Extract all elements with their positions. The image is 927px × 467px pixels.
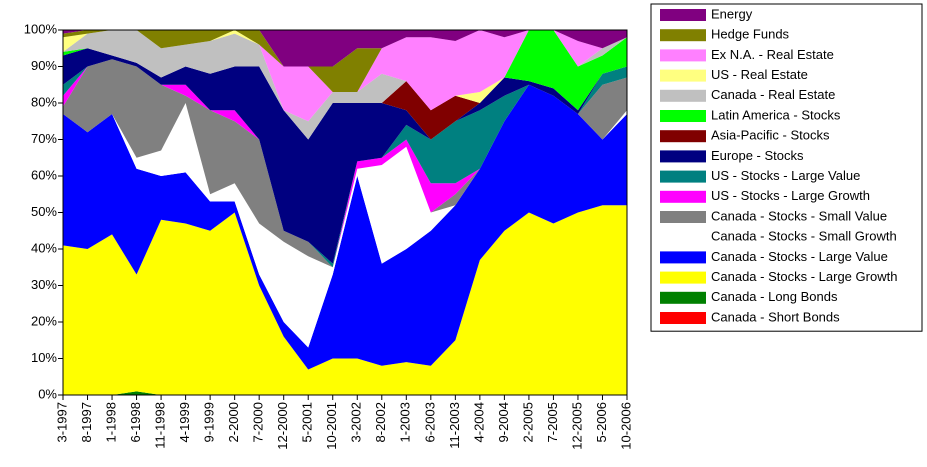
y-tick-label: 50% <box>31 204 57 219</box>
area-series <box>63 48 627 264</box>
x-tick-label: 4-1999 <box>177 402 192 442</box>
area-series <box>63 30 627 122</box>
legend-swatch <box>660 312 706 324</box>
x-tick-label: 4-2004 <box>471 402 486 442</box>
x-tick-label: 6-2003 <box>422 402 437 442</box>
x-tick-label: 6-1998 <box>128 402 143 442</box>
x-tick-label: 5-2001 <box>300 402 315 442</box>
legend-label: Ex N.A. - Real Estate <box>711 47 834 62</box>
x-tick-label: 2-2005 <box>520 402 535 442</box>
legend-label: Canada - Stocks - Small Growth <box>711 229 897 244</box>
x-tick-label: 11-1998 <box>153 402 168 449</box>
y-tick-label: 80% <box>31 94 57 109</box>
area-series <box>63 59 627 268</box>
x-tick-label: 2-2000 <box>226 402 241 442</box>
legend-label: Canada - Real Estate <box>711 87 835 102</box>
legend-label: Energy <box>711 6 753 21</box>
legend-label: Canada - Long Bonds <box>711 289 838 304</box>
legend-label: Canada - Short Bonds <box>711 309 840 324</box>
x-tick-label: 10-2001 <box>324 402 339 450</box>
legend-swatch <box>660 231 706 244</box>
legend-label: Canada - Stocks - Large Growth <box>711 269 897 284</box>
x-tick-label: 11-2003 <box>447 402 462 449</box>
x-tick-label: 8-1997 <box>79 402 94 442</box>
x-tick-label: 9-2004 <box>496 402 511 442</box>
y-tick-label: 20% <box>31 313 57 328</box>
legend-label: Latin America - Stocks <box>711 107 841 122</box>
legend-label: Asia-Pacific - Stocks <box>711 128 830 143</box>
area-series <box>63 30 627 67</box>
legend-label: Europe - Stocks <box>711 148 804 163</box>
legend-swatch <box>660 49 706 62</box>
x-tick-label: 7-2000 <box>251 402 266 442</box>
legend-label: US - Stocks - Large Value <box>711 168 860 183</box>
legend-swatch <box>660 251 706 264</box>
legend-swatch <box>660 211 706 223</box>
legend-swatch <box>660 89 706 102</box>
y-tick-label: 90% <box>31 58 57 73</box>
y-tick-label: 100% <box>24 21 58 36</box>
x-tick-label: 10-2006 <box>618 402 633 450</box>
legend-label: US - Real Estate <box>711 67 808 82</box>
legend-swatch <box>660 29 706 42</box>
legend-swatch <box>660 170 706 183</box>
x-tick-label: 3-2002 <box>349 402 364 442</box>
area-series <box>63 59 627 268</box>
x-tick-label: 1-1998 <box>103 402 118 442</box>
x-tick-label: 1-2003 <box>398 402 413 442</box>
y-tick-label: 30% <box>31 277 57 292</box>
legend-swatch <box>660 150 706 163</box>
legend-swatch <box>660 190 706 203</box>
legend-swatch <box>660 69 706 82</box>
y-tick-label: 60% <box>31 167 57 182</box>
area-series <box>63 84 627 370</box>
legend-label: US - Stocks - Large Growth <box>711 188 870 203</box>
x-tick-label: 8-2002 <box>373 402 388 442</box>
legend-label: Canada - Stocks - Small Value <box>711 208 887 223</box>
x-tick-label: 3-1997 <box>54 402 69 442</box>
x-tick-label: 7-2005 <box>545 402 560 442</box>
area-series <box>63 205 627 395</box>
y-tick-label: 0% <box>38 386 57 401</box>
x-tick-label: 12-2000 <box>275 402 290 450</box>
x-tick-label: 9-1999 <box>202 402 217 442</box>
legend-label: Hedge Funds <box>711 27 790 42</box>
area-series <box>63 30 627 140</box>
y-tick-label: 10% <box>31 350 57 365</box>
area-series <box>63 30 627 93</box>
legend-swatch <box>660 110 706 122</box>
legend-swatch <box>660 271 706 284</box>
x-tick-label: 5-2006 <box>594 402 609 442</box>
legend-swatch <box>660 9 706 21</box>
y-tick-label: 70% <box>31 131 57 146</box>
legend-label: Canada - Stocks - Large Value <box>711 249 888 264</box>
y-tick-label: 40% <box>31 240 57 255</box>
legend-swatch <box>660 291 706 304</box>
legend-swatch <box>660 130 706 143</box>
x-tick-label: 12-2005 <box>569 402 584 450</box>
